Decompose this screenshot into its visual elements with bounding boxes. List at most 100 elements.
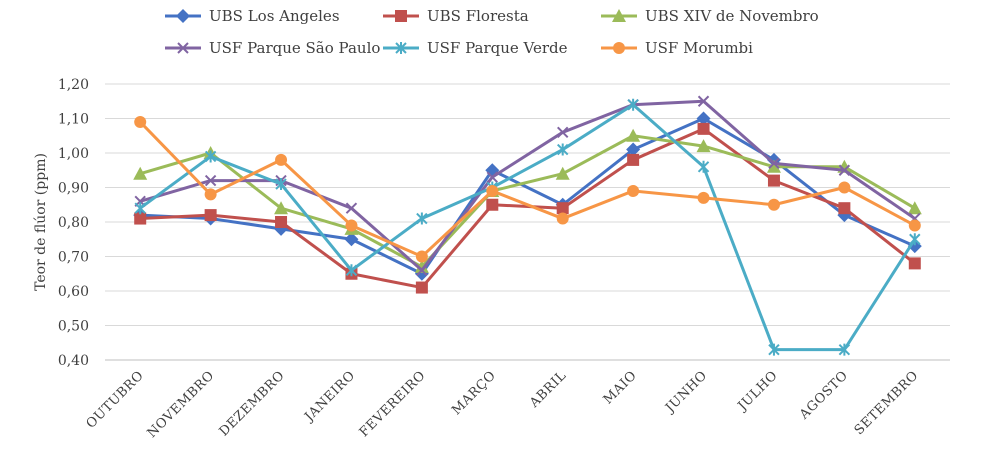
data-point (557, 126, 569, 139)
y-tick-label: 0,60 (58, 284, 89, 300)
y-axis-title: Teor de flúor (ppm) (33, 153, 49, 291)
data-point (416, 212, 428, 225)
legend-item: USF Parque Verde (383, 39, 568, 57)
series-line (139, 99, 916, 272)
data-point (768, 343, 780, 356)
data-point (345, 219, 358, 232)
legend-marker (177, 42, 189, 54)
y-tick-label: 1,20 (58, 77, 89, 93)
y-tick-label: 0,80 (58, 215, 89, 231)
data-point (204, 209, 217, 222)
data-point (627, 153, 640, 166)
legend-marker (395, 10, 407, 22)
x-tick-label: NOVEMBRO (145, 368, 218, 441)
legend-item: USF Parque São Paulo (165, 39, 380, 57)
y-tick-label: 0,50 (58, 319, 89, 335)
data-point (486, 171, 498, 183)
legend-marker (176, 9, 190, 23)
data-point (345, 264, 358, 277)
data-point (627, 184, 640, 197)
legend-item: UBS XIV de Novembro (601, 7, 819, 25)
legend-label: UBS Los Angeles (209, 7, 340, 25)
legend-item: USF Morumbi (601, 39, 753, 57)
data-point (696, 111, 711, 126)
data-point (697, 160, 710, 173)
data-point (557, 143, 569, 156)
data-point (416, 264, 428, 277)
y-tick-label: 0,90 (58, 181, 89, 197)
data-point (908, 257, 921, 270)
y-tick-label: 0,40 (58, 353, 89, 369)
y-axis-ticks: 0,40 0,50 0,60 0,70 0,80 0,90 1,00 1,10 1,20 (58, 77, 89, 369)
data-point (838, 164, 851, 176)
series-line (139, 120, 916, 258)
x-tick-label: ABRIL (526, 368, 569, 411)
data-point (275, 216, 288, 228)
data-point (133, 166, 148, 180)
data-point (556, 212, 569, 225)
x-tick-label: DEZEMBRO (217, 368, 288, 439)
data-point (838, 343, 851, 356)
data-point (486, 184, 499, 197)
data-point (204, 174, 217, 187)
series-lines (133, 95, 922, 356)
y-tick-label: 1,00 (58, 146, 89, 162)
data-point (204, 188, 217, 201)
legend-label: UBS Floresta (427, 7, 529, 25)
data-point (626, 142, 641, 157)
data-point (134, 212, 147, 225)
data-point (275, 153, 288, 166)
series-usf-parque-verde (134, 98, 921, 356)
data-point (414, 259, 429, 273)
series-line (140, 127, 916, 290)
legend-marker (395, 42, 407, 54)
data-point (627, 98, 639, 111)
data-point (486, 198, 499, 211)
x-tick-label: MARÇO (449, 368, 499, 418)
data-point (696, 139, 711, 153)
data-point (767, 198, 780, 211)
legend-label: USF Parque São Paulo (209, 39, 380, 57)
series-ubs-floresta (134, 122, 921, 294)
legend-label: USF Parque Verde (427, 39, 568, 57)
legend-marker (613, 42, 625, 54)
series-ubs-xiv-de-novembro (133, 128, 922, 273)
y-tick-label: 0,70 (58, 250, 89, 266)
data-point (556, 202, 569, 215)
series-usf-morumbi (134, 115, 921, 263)
data-point (134, 115, 147, 128)
series-line (140, 117, 916, 276)
data-point (908, 219, 921, 232)
legend-item: UBS Los Angeles (165, 7, 340, 25)
data-point (697, 191, 710, 204)
x-tick-label: AGOSTO (796, 368, 851, 423)
data-point (134, 202, 146, 215)
data-point (626, 128, 641, 142)
data-point (555, 166, 570, 180)
data-point (838, 181, 851, 194)
data-point (838, 202, 851, 215)
data-point (204, 150, 217, 163)
x-tick-label: FEVEREIRO (357, 368, 429, 440)
y-tick-label: 1,10 (58, 112, 89, 128)
legend: UBS Los Angeles UBS Floresta UBS XIV de No… (165, 7, 819, 57)
data-point (415, 281, 428, 294)
data-point (907, 201, 922, 215)
data-point (766, 159, 781, 173)
data-point (768, 157, 780, 170)
x-tick-label: JULHO (734, 368, 781, 415)
data-point (697, 122, 710, 135)
data-point (344, 232, 359, 247)
legend-marker (612, 9, 626, 22)
data-point (345, 202, 358, 214)
legend-label: USF Morumbi (645, 39, 753, 57)
x-tick-label: JUNHO (662, 368, 711, 417)
data-point (415, 250, 428, 263)
series-line (139, 103, 917, 352)
data-point (275, 178, 287, 191)
data-point (697, 95, 710, 107)
data-point (274, 201, 289, 215)
x-tick-label: SETEMBRO (852, 368, 922, 438)
